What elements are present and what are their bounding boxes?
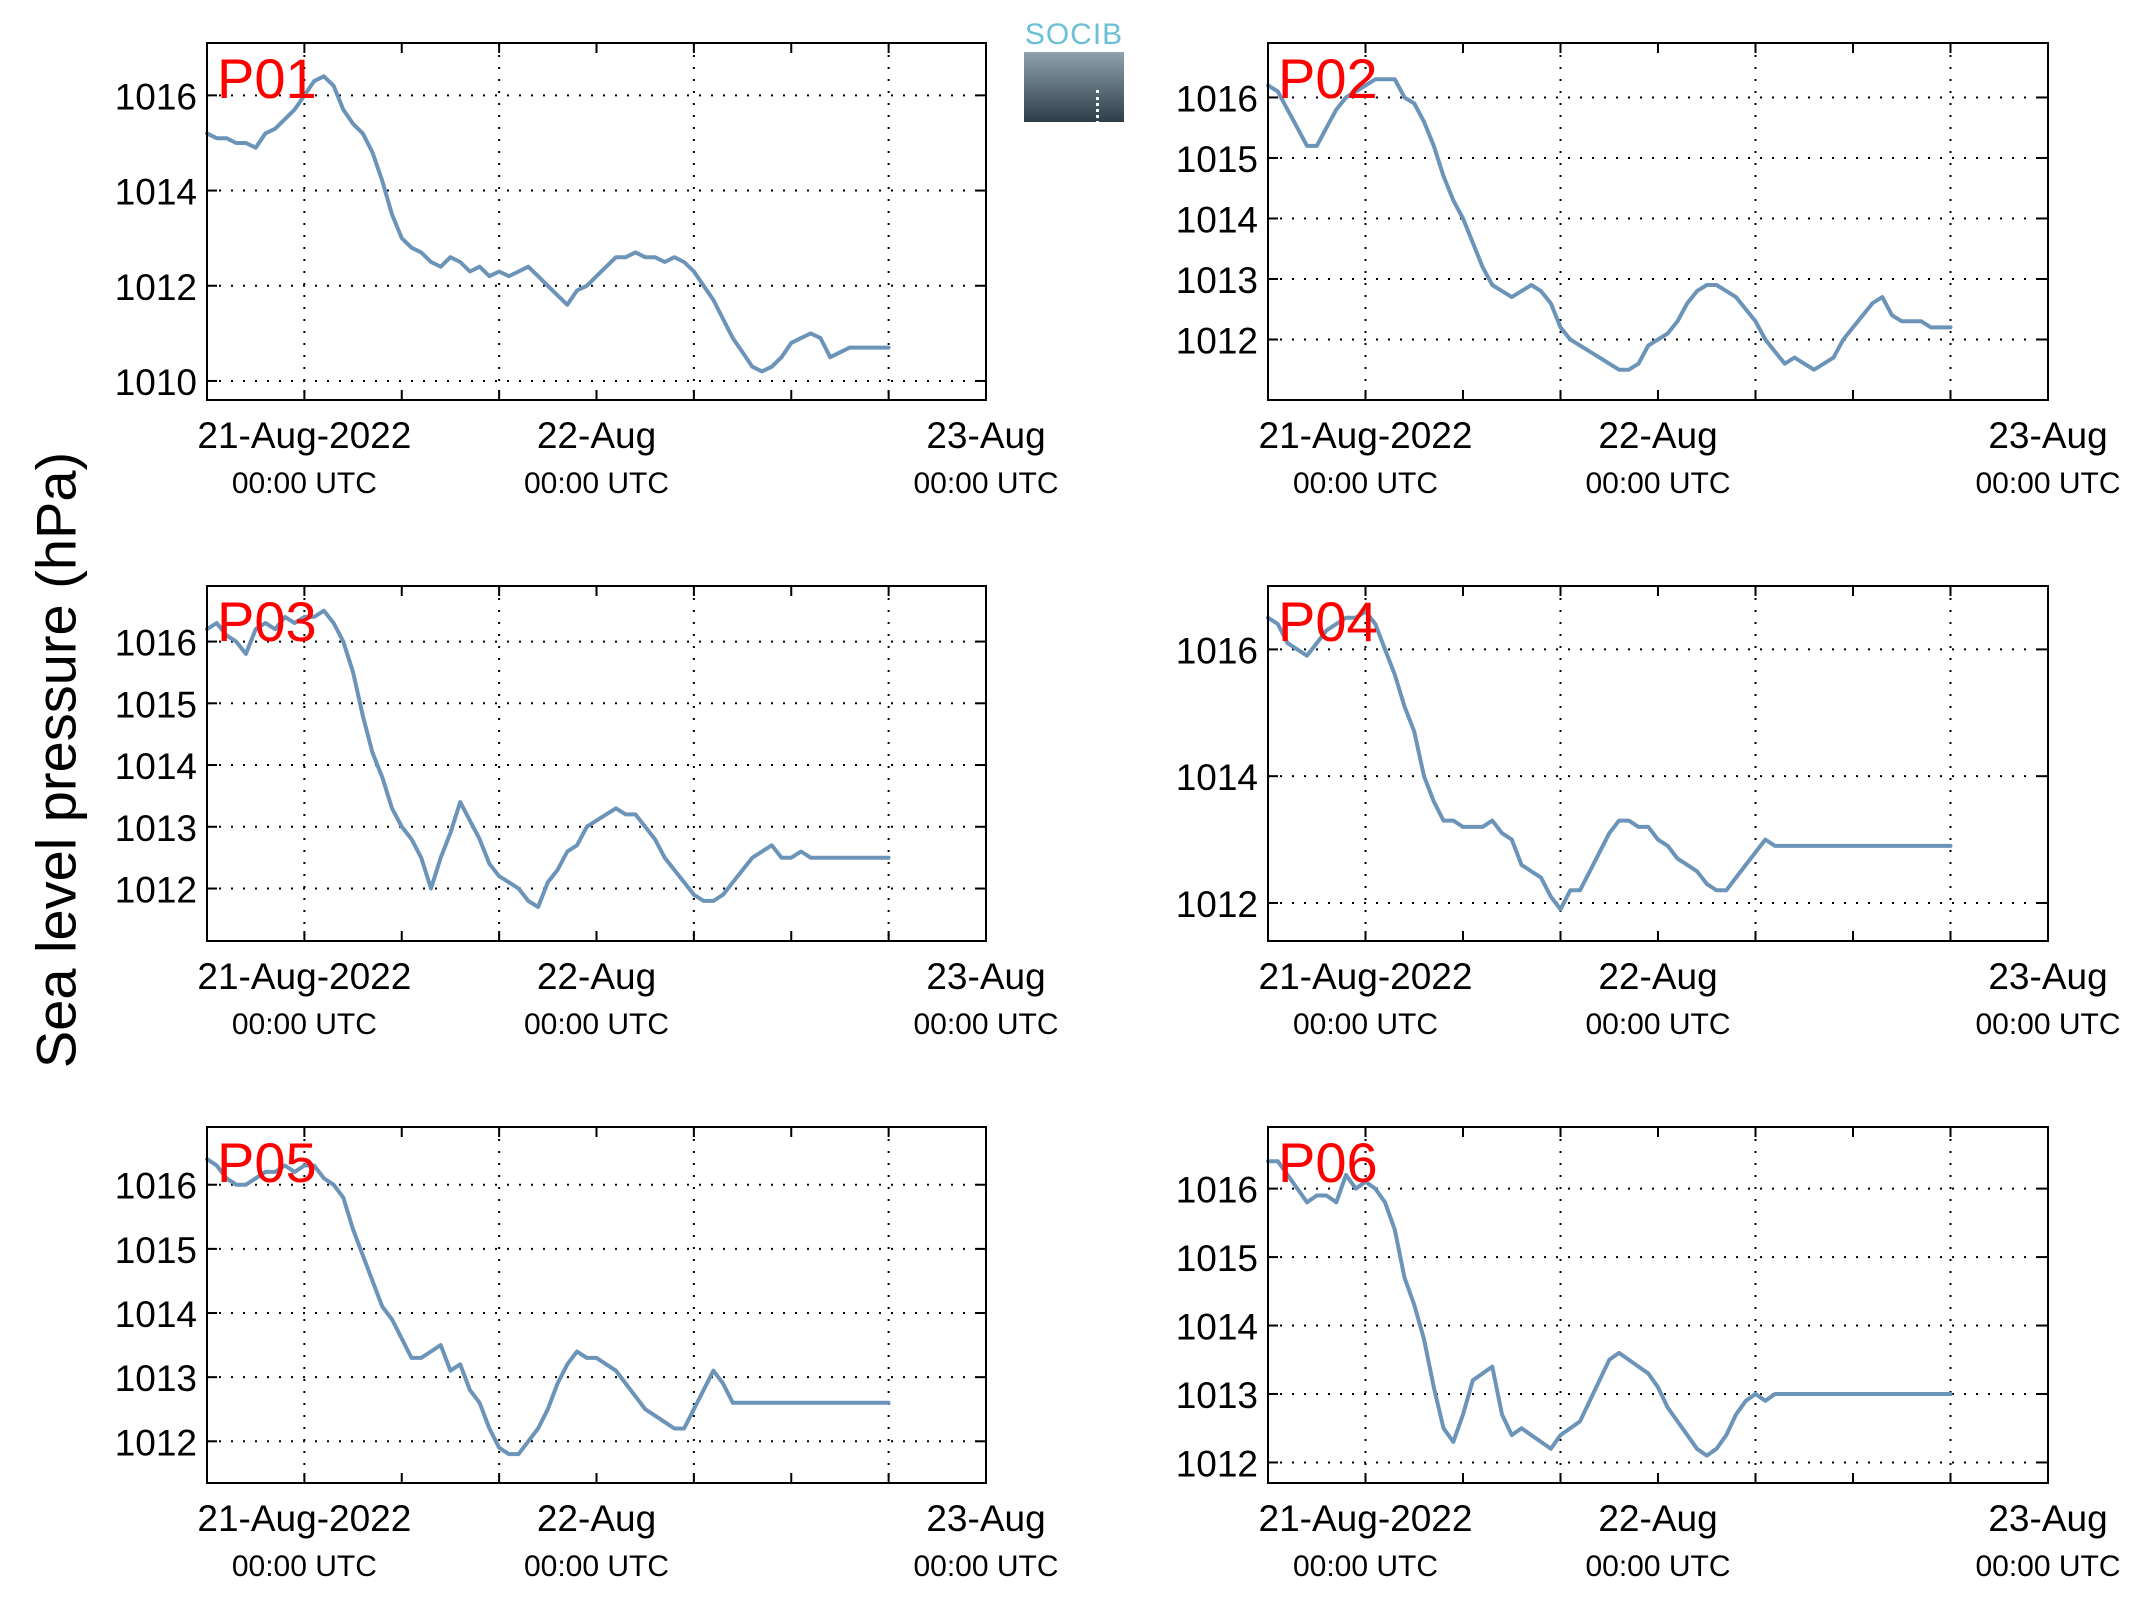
axes-frame [206,1126,987,1484]
series-line-p04 [1266,609,1953,912]
x-tick-time-label: 00:00 UTC [1293,467,1438,500]
y-tick-label: 1016 [115,623,197,664]
y-tick-label: 1013 [115,808,197,849]
x-tick-date-label: 23-Aug [926,415,1045,456]
y-tick-label: 1016 [1176,1170,1258,1211]
panel-p03: 1012 1013 1014 1015 1016 P03 21-Aug-2022 00:00 … [115,585,1059,1041]
y-tick-label: 1013 [115,1358,197,1399]
x-tick-date-label: 22-Aug [537,1498,656,1539]
y-tick-label: 1015 [1176,1238,1258,1279]
y-tick-label: 1013 [1176,260,1258,301]
x-tick-date-label: 21-Aug-2022 [197,1498,411,1539]
logo-graphic [1024,52,1124,130]
axes-frame [206,585,987,942]
x-tick-date-label: 23-Aug [926,1498,1045,1539]
panel-p05: 1012 1013 1014 1015 1016 P05 21-Aug-2022 00:00 … [115,1126,1059,1583]
x-tick-time-label: 00:00 UTC [524,1008,669,1041]
x-tick-time-label: 00:00 UTC [913,1008,1058,1041]
y-tick-label: 1012 [115,1422,197,1463]
axes-frame [1267,42,2049,401]
series-line-p02 [1266,77,1953,372]
x-tick-time-label: 00:00 UTC [1975,1550,2120,1583]
x-tick-time-label: 00:00 UTC [1585,1008,1730,1041]
x-tick-time-label: 00:00 UTC [913,467,1058,500]
y-tick-label: 1012 [1176,884,1258,925]
y-tick-label: 1016 [1176,78,1258,119]
y-tick-label: 1015 [1176,139,1258,180]
axes-frame [1267,1126,2049,1484]
x-tick-time-label: 00:00 UTC [1975,1008,2120,1041]
y-tick-label: 1014 [115,1294,197,1335]
x-tick-time-label: 00:00 UTC [524,467,669,500]
x-tick-date-label: 22-Aug [1598,415,1717,456]
x-tick-time-label: 00:00 UTC [1585,1550,1730,1583]
panel-p06: 1012 1013 1014 1015 1016 P06 21-Aug-2022 00:00 … [1176,1126,2121,1583]
y-tick-label: 1014 [115,172,197,213]
x-tick-date-label: 22-Aug [537,415,656,456]
y-tick-label: 1010 [115,362,197,403]
y-tick-label: 1015 [115,684,197,725]
series-line-p05 [205,1157,891,1457]
x-tick-date-label: 22-Aug [1598,956,1717,997]
y-axis-label: Sea level pressure (hPa) [24,451,88,1069]
x-tick-date-label: 22-Aug [537,956,656,997]
panel-p01: 1010 1012 1014 1016 P01 21-Aug-2022 00:00 UTC 2… [115,42,1059,500]
series-line-p06 [1266,1159,1953,1458]
y-tick-label: 1016 [1176,630,1258,671]
y-tick-label: 1013 [1176,1375,1258,1416]
series-line-p01 [205,74,891,374]
x-tick-date-label: 23-Aug [1988,415,2107,456]
logo-text: SOCIB [1024,18,1124,51]
x-tick-time-label: 00:00 UTC [232,1550,377,1583]
x-tick-date-label: 21-Aug-2022 [1259,415,1473,456]
y-tick-label: 1012 [1176,320,1258,361]
x-tick-time-label: 00:00 UTC [232,1008,377,1041]
y-tick-label: 1012 [1176,1443,1258,1484]
x-tick-date-label: 23-Aug [1988,956,2107,997]
panel-p02: 1012 1013 1014 1015 1016 P02 21-Aug-2022 00:00 … [1176,42,2121,500]
y-tick-label: 1012 [115,870,197,911]
x-tick-date-label: 21-Aug-2022 [1259,1498,1473,1539]
y-tick-label: 1014 [1176,757,1258,798]
series-line-p03 [205,608,891,909]
panel-label: P02 [1278,47,1378,110]
x-tick-time-label: 00:00 UTC [1293,1008,1438,1041]
socib-logo: SOCIB [1024,18,1124,130]
y-tick-label: 1014 [1176,1307,1258,1348]
x-tick-time-label: 00:00 UTC [1293,1550,1438,1583]
x-tick-date-label: 21-Aug-2022 [1259,956,1473,997]
x-tick-date-label: 21-Aug-2022 [197,956,411,997]
panel-p04: 1012 1014 1016 P04 21-Aug-2022 00:00 UTC 22-Au… [1176,585,2121,1041]
axes-frame [1267,585,2049,942]
y-tick-label: 1016 [115,1166,197,1207]
panel-label: P06 [1278,1131,1378,1194]
axes-frame [206,42,987,401]
x-tick-time-label: 00:00 UTC [524,1550,669,1583]
x-tick-time-label: 00:00 UTC [913,1550,1058,1583]
x-tick-time-label: 00:00 UTC [1975,467,2120,500]
x-tick-date-label: 21-Aug-2022 [197,415,411,456]
y-tick-label: 1014 [115,746,197,787]
x-tick-time-label: 00:00 UTC [232,467,377,500]
x-tick-date-label: 23-Aug [1988,1498,2107,1539]
y-tick-label: 1015 [115,1230,197,1271]
panel-label: P03 [217,590,317,653]
x-tick-date-label: 23-Aug [926,956,1045,997]
x-tick-date-label: 22-Aug [1598,1498,1717,1539]
x-tick-time-label: 00:00 UTC [1585,467,1730,500]
panel-label: P04 [1278,590,1378,653]
y-tick-label: 1016 [115,76,197,117]
y-tick-label: 1014 [1176,199,1258,240]
panel-label: P05 [217,1131,317,1194]
panel-label: P01 [217,47,317,110]
y-tick-label: 1012 [115,267,197,308]
